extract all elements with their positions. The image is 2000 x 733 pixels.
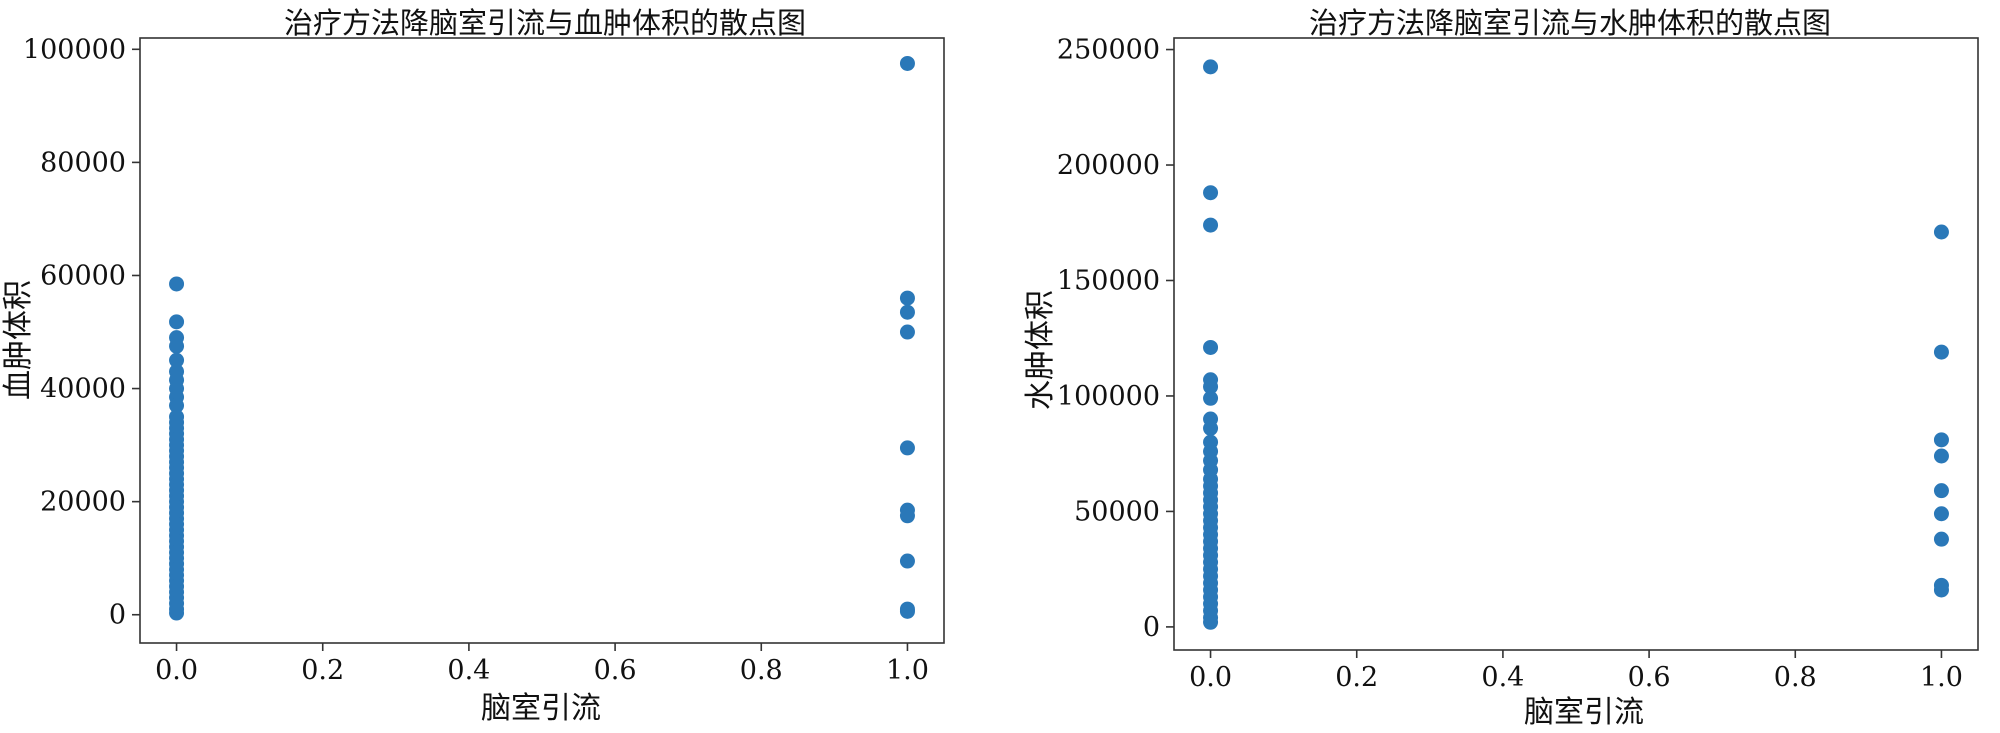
y-tick-label: 200000 [1057, 150, 1160, 181]
scatter-point [1933, 582, 1949, 598]
scatter-point [169, 314, 185, 330]
x-ticks: 0.0 0.2 0.4 0.6 0.8 1.0 [155, 643, 929, 686]
x-axis-label: 脑室引流 [1524, 695, 1644, 730]
y-tick-label: 100000 [23, 34, 126, 65]
scatter-point [899, 304, 915, 320]
x-tick-label: 0.2 [1335, 662, 1378, 693]
x-tick-label: 1.0 [1920, 662, 1963, 693]
x-tick-label: 0.2 [301, 655, 344, 686]
y-tick-label: 150000 [1057, 265, 1160, 296]
scatter-point [169, 398, 185, 414]
x-tick-label: 0.8 [740, 655, 783, 686]
y-tick-label: 20000 [40, 487, 126, 518]
scatter-point [899, 55, 915, 71]
scatter-point [1203, 420, 1219, 436]
scatter-point [1203, 59, 1219, 75]
scatter-point [1933, 224, 1949, 240]
scatter-point [899, 440, 915, 456]
y-tick-label: 80000 [40, 147, 126, 178]
chart-title: 治疗方法降脑室引流与水肿体积的散点图 [1309, 6, 1831, 40]
x-tick-label: 0.6 [1628, 662, 1671, 693]
scatter-point [1203, 217, 1219, 233]
scatter-point [1933, 506, 1949, 522]
scatter-point [899, 553, 915, 569]
scatter-point [899, 603, 915, 619]
scatter-points [1203, 59, 1949, 630]
scatter-point [1933, 531, 1949, 547]
chart-edema-volume: 治疗方法降脑室引流与水肿体积的散点图 脑室引流 水肿体积 0.0 0.2 0.4 0.… [1023, 6, 1979, 730]
y-tick-label: 100000 [1057, 381, 1160, 412]
scatter-point [169, 276, 185, 292]
scatter-point [1203, 185, 1219, 201]
x-tick-label: 0.0 [1189, 662, 1232, 693]
scatter-point [1933, 344, 1949, 360]
chart-hematoma-volume: 治疗方法降脑室引流与血肿体积的散点图 脑室引流 血肿体积 0.0 0.2 0.4 0.… [1, 6, 945, 726]
x-tick-label: 0.8 [1774, 662, 1817, 693]
y-axis-label: 水肿体积 [1023, 290, 1058, 410]
y-axis-label: 血肿体积 [1, 280, 36, 400]
y-ticks: 0 50000 100000 150000 200000 250000 [1057, 35, 1174, 643]
scatter-point [1203, 390, 1219, 406]
x-axis-label: 脑室引流 [481, 691, 601, 726]
x-tick-label: 0.4 [447, 655, 490, 686]
scatter-point [169, 352, 185, 368]
scatter-point [899, 508, 915, 524]
x-tick-label: 0.0 [155, 655, 198, 686]
x-tick-label: 1.0 [886, 655, 929, 686]
plot-area [139, 37, 945, 644]
scatter-point [899, 324, 915, 340]
y-tick-label: 250000 [1057, 35, 1160, 66]
scatter-point [1933, 432, 1949, 448]
plot-area [1173, 37, 1979, 651]
y-tick-label: 0 [109, 600, 126, 631]
x-tick-label: 0.4 [1481, 662, 1524, 693]
scatter-point [1933, 483, 1949, 499]
scatter-point [169, 605, 185, 621]
y-tick-label: 60000 [40, 260, 126, 291]
y-tick-label: 0 [1143, 612, 1160, 643]
y-tick-label: 40000 [40, 374, 126, 405]
x-tick-label: 0.6 [594, 655, 637, 686]
y-tick-label: 50000 [1074, 496, 1160, 527]
scatter-point [1933, 448, 1949, 464]
scatter-point [1203, 379, 1219, 395]
scatter-points [169, 55, 915, 621]
y-ticks: 0 20000 40000 60000 80000 100000 [23, 34, 140, 631]
scatter-point [1203, 339, 1219, 355]
chart-title: 治疗方法降脑室引流与血肿体积的散点图 [284, 6, 806, 40]
x-ticks: 0.0 0.2 0.4 0.6 0.8 1.0 [1189, 650, 1963, 693]
scatter-point [1203, 614, 1219, 630]
scatter-point [899, 290, 915, 306]
scatter-point [169, 338, 185, 354]
